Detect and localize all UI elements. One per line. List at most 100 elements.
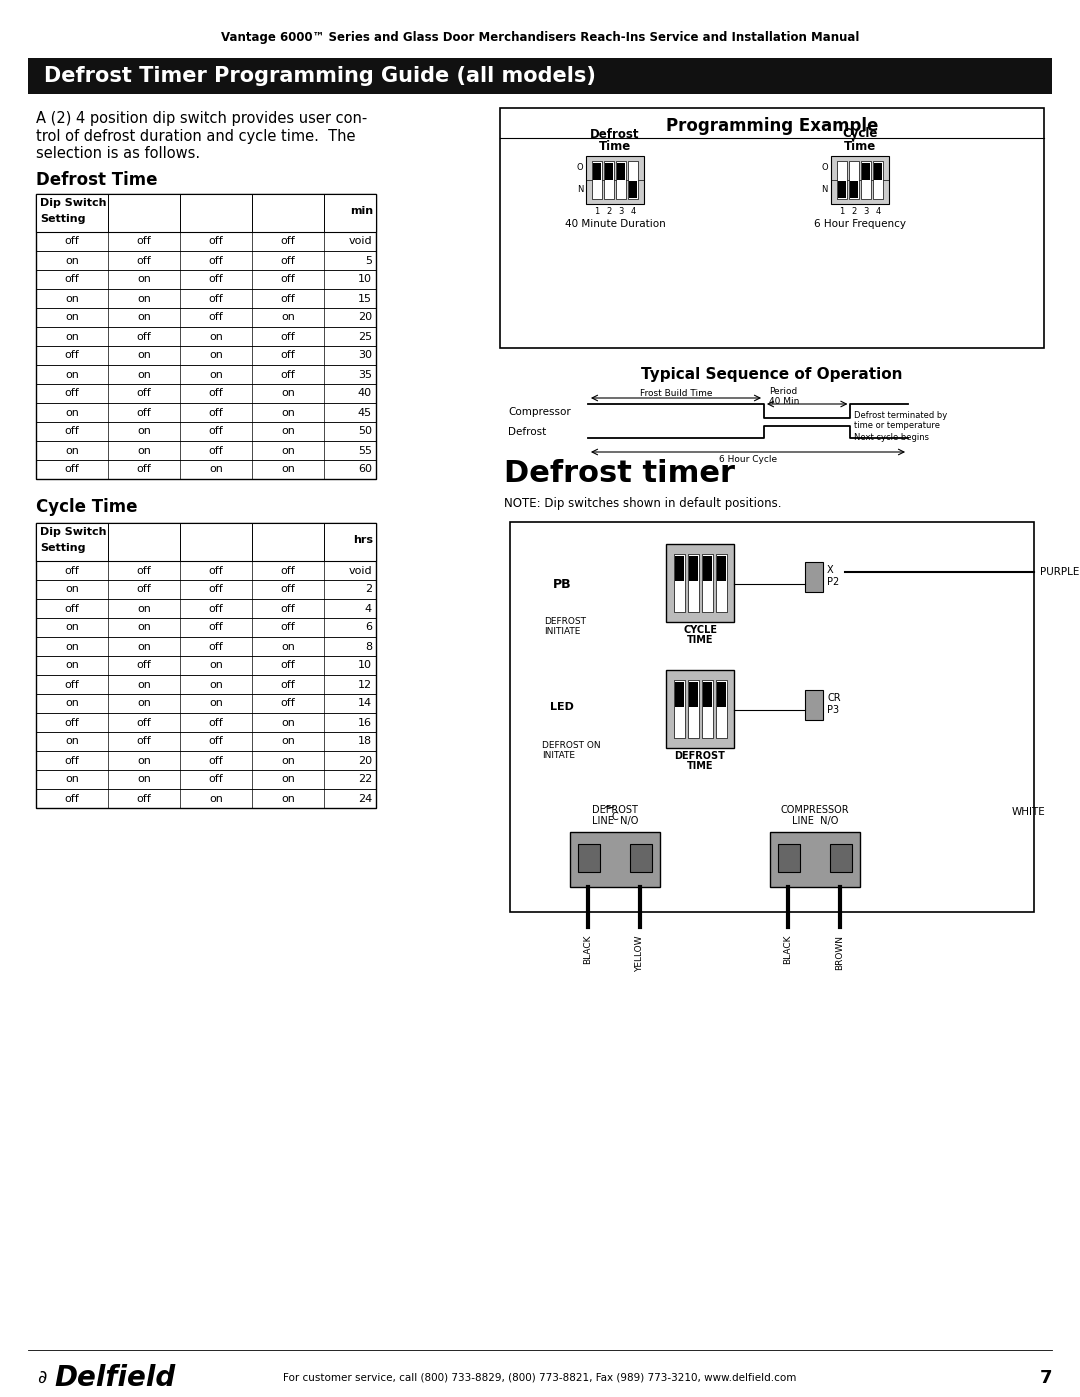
Text: 2: 2 <box>851 208 856 217</box>
Bar <box>715 555 727 612</box>
Bar <box>616 161 626 198</box>
Text: Dip Switch: Dip Switch <box>40 198 107 208</box>
Text: 6 Hour Cycle: 6 Hour Cycle <box>719 455 778 464</box>
Text: off: off <box>208 756 224 766</box>
Text: Defrost Timer Programming Guide (all models): Defrost Timer Programming Guide (all mod… <box>44 66 596 87</box>
Text: off: off <box>137 236 151 246</box>
Text: on: on <box>137 679 151 690</box>
Text: Programming Example: Programming Example <box>665 117 878 136</box>
Text: 2: 2 <box>365 584 372 595</box>
Text: X: X <box>827 564 834 576</box>
Text: Dip Switch: Dip Switch <box>40 527 107 536</box>
Bar <box>861 161 870 198</box>
Bar <box>36 637 376 657</box>
Text: on: on <box>210 698 222 708</box>
Text: Vantage 6000™ Series and Glass Door Merchandisers Reach-Ins Service and Installa: Vantage 6000™ Series and Glass Door Merc… <box>220 32 860 45</box>
Text: Time: Time <box>599 140 631 152</box>
Bar <box>36 194 376 232</box>
Text: For customer service, call (800) 733-8829, (800) 773-8821, Fax (989) 773-3210, w: For customer service, call (800) 733-882… <box>283 1373 797 1383</box>
Text: Frost Build Time: Frost Build Time <box>639 388 712 398</box>
Bar <box>36 712 376 732</box>
Text: 1: 1 <box>839 208 845 217</box>
Text: DEFROST: DEFROST <box>675 752 726 761</box>
Text: 6 Hour Frequency: 6 Hour Frequency <box>814 219 906 229</box>
Bar <box>617 163 625 180</box>
Bar <box>36 232 376 251</box>
Bar <box>675 682 684 707</box>
Text: on: on <box>210 679 222 690</box>
Bar <box>831 156 889 204</box>
Bar <box>805 690 823 719</box>
Text: off: off <box>65 718 79 728</box>
Bar <box>36 732 376 752</box>
Text: off: off <box>65 426 79 436</box>
Text: off: off <box>65 679 79 690</box>
Bar <box>36 365 376 384</box>
Bar <box>770 833 860 887</box>
Text: DEFROST: DEFROST <box>544 617 586 626</box>
Text: on: on <box>65 293 79 303</box>
Text: O: O <box>577 163 583 172</box>
Text: on: on <box>281 464 295 475</box>
Text: Defrost terminated by: Defrost terminated by <box>854 412 947 420</box>
Bar <box>36 580 376 599</box>
Text: Cycle Time: Cycle Time <box>36 497 137 515</box>
Text: DEFROST ON: DEFROST ON <box>542 742 600 750</box>
Bar <box>578 844 600 872</box>
Text: void: void <box>349 236 372 246</box>
Bar <box>36 270 376 289</box>
Text: on: on <box>65 661 79 671</box>
Bar <box>629 182 637 198</box>
Text: Defrost Time: Defrost Time <box>36 170 158 189</box>
Bar <box>36 460 376 479</box>
Text: on: on <box>281 641 295 651</box>
Text: off: off <box>208 718 224 728</box>
Text: 50: 50 <box>357 426 372 436</box>
Text: on: on <box>65 584 79 595</box>
Text: off: off <box>208 293 224 303</box>
Bar <box>510 522 1034 912</box>
Text: off: off <box>208 388 224 398</box>
Text: Defrost: Defrost <box>508 427 546 437</box>
Text: 40 Min: 40 Min <box>769 397 799 407</box>
Text: CYCLE: CYCLE <box>683 624 717 636</box>
Text: on: on <box>281 793 295 803</box>
Text: Defrost timer: Defrost timer <box>504 460 735 489</box>
Text: off: off <box>208 446 224 455</box>
Text: 20: 20 <box>357 756 372 766</box>
Bar <box>36 384 376 402</box>
Text: off: off <box>137 256 151 265</box>
Text: off: off <box>137 718 151 728</box>
Text: TIME: TIME <box>687 636 713 645</box>
Text: 6: 6 <box>365 623 372 633</box>
Text: off: off <box>208 256 224 265</box>
Text: off: off <box>65 351 79 360</box>
Text: off: off <box>281 351 295 360</box>
Text: off: off <box>281 604 295 613</box>
Text: 8: 8 <box>365 641 372 651</box>
Bar <box>716 556 726 581</box>
Text: off: off <box>281 661 295 671</box>
Text: on: on <box>137 293 151 303</box>
Text: on: on <box>210 793 222 803</box>
Text: 16: 16 <box>357 718 372 728</box>
Text: off: off <box>281 566 295 576</box>
Text: C: C <box>612 812 619 821</box>
Text: 24: 24 <box>357 793 372 803</box>
Text: off: off <box>281 236 295 246</box>
Bar <box>849 161 859 198</box>
Text: Typical Sequence of Operation: Typical Sequence of Operation <box>642 366 903 381</box>
Text: off: off <box>208 313 224 323</box>
Text: PURPLE: PURPLE <box>1040 567 1079 577</box>
Bar <box>674 555 685 612</box>
Text: 45: 45 <box>357 408 372 418</box>
Text: 20: 20 <box>357 313 372 323</box>
Bar <box>36 289 376 307</box>
Text: on: on <box>137 369 151 380</box>
Text: off: off <box>137 584 151 595</box>
Text: on: on <box>137 774 151 785</box>
Text: 3: 3 <box>863 208 868 217</box>
Text: 7: 7 <box>1039 1369 1052 1387</box>
Text: O: O <box>822 163 828 172</box>
Text: off: off <box>208 274 224 285</box>
